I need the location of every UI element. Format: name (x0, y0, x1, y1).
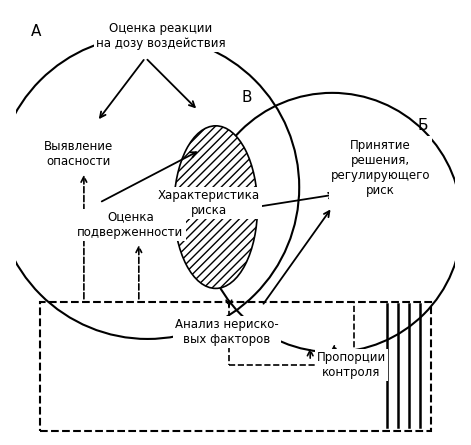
Ellipse shape (174, 126, 258, 288)
Text: Характеристика
риска: Характеристика риска (158, 189, 260, 217)
Text: Анализ нериско-
вых факторов: Анализ нериско- вых факторов (175, 318, 278, 346)
Text: Выявление
опасности: Выявление опасности (44, 140, 114, 168)
Text: Б: Б (417, 118, 428, 134)
Text: Оценка реакции
на дозу воздействия: Оценка реакции на дозу воздействия (96, 22, 226, 50)
Text: Пропорции
контроля: Пропорции контроля (317, 351, 386, 379)
Text: В: В (241, 90, 252, 105)
Bar (40, 302, 431, 431)
Text: Оценка
подверженности: Оценка подверженности (77, 210, 184, 239)
Text: А: А (31, 24, 41, 39)
Text: Принятие
решения,
регулирующего
риск: Принятие решения, регулирующего риск (331, 138, 430, 197)
